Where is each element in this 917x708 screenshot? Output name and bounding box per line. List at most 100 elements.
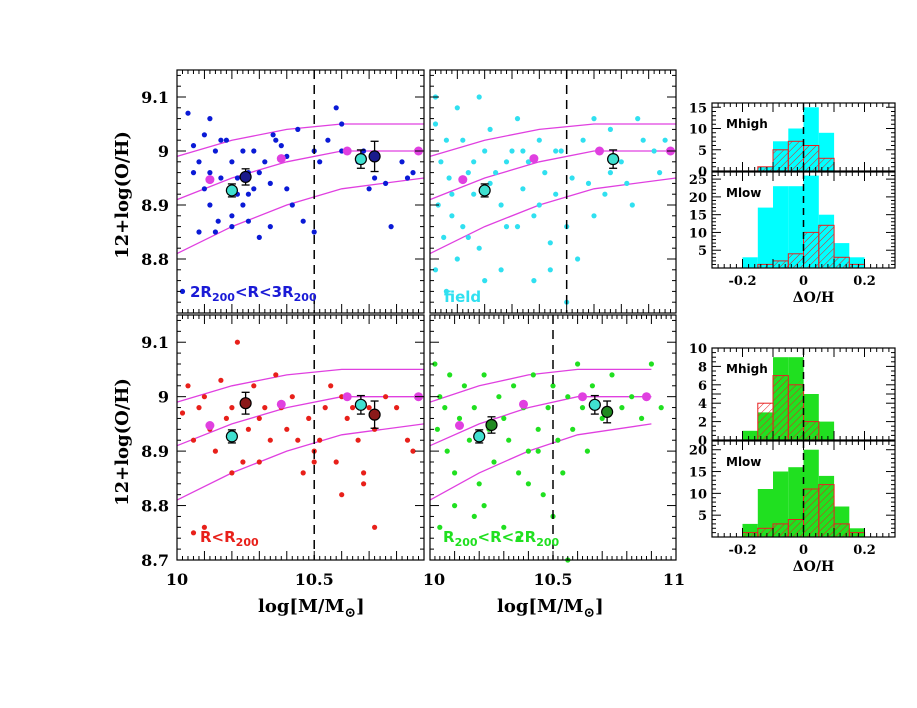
data-point (639, 415, 645, 421)
data-point (438, 159, 444, 165)
data-point (542, 170, 548, 176)
label-subscript: 200 (294, 291, 317, 304)
data-point (328, 383, 334, 389)
data-point (449, 191, 455, 197)
data-point (350, 405, 356, 411)
y-tick-label: 15 (689, 466, 707, 481)
data-point (388, 224, 394, 230)
label-text: 2R (190, 283, 212, 301)
data-point (550, 383, 556, 389)
data-point (229, 213, 235, 219)
data-point (432, 361, 438, 367)
data-point (201, 524, 207, 530)
data-point (372, 524, 378, 530)
y-tick-label: 8.8 (141, 250, 169, 269)
model-dot (342, 392, 352, 402)
data-point (471, 191, 477, 197)
data-point (658, 405, 664, 411)
data-point (651, 148, 657, 154)
mean-point (368, 408, 381, 421)
data-point (501, 524, 507, 530)
y-tick-label: 20 (689, 191, 707, 206)
hist-bar-filled (773, 186, 789, 268)
data-point (498, 202, 504, 208)
data-point (339, 492, 345, 498)
panel-label: R<R200 (200, 528, 259, 549)
data-point (325, 137, 331, 143)
x-tick-label: 10 (166, 570, 188, 589)
data-point (531, 213, 537, 219)
data-point (482, 148, 488, 154)
data-point (441, 234, 447, 240)
mean-point (225, 430, 238, 443)
data-point (535, 448, 541, 454)
data-point (262, 159, 268, 165)
hist-bar-hatched (803, 488, 820, 538)
data-point (449, 213, 455, 219)
data-point (311, 459, 317, 465)
data-point (575, 361, 581, 367)
data-point (410, 170, 416, 176)
y-tick-label: 6 (698, 379, 707, 394)
data-point (498, 267, 504, 273)
data-point (322, 405, 328, 411)
data-point (437, 394, 443, 400)
hist-bar-filled (773, 471, 789, 537)
data-point (525, 448, 532, 454)
data-point (531, 278, 537, 284)
label-subscript: 200 (212, 291, 235, 304)
model-curve-lower (429, 423, 652, 501)
data-point (333, 105, 339, 111)
data-point (229, 224, 235, 230)
data-point (589, 383, 596, 389)
label-text: <R<3R (235, 283, 294, 301)
data-point (355, 437, 361, 443)
data-point (317, 159, 323, 165)
hist-bar-hatched (772, 149, 789, 172)
model-curve-upper (429, 123, 676, 158)
data-point (618, 159, 624, 165)
data-point (212, 229, 218, 235)
hist-bar-hatched (818, 157, 835, 172)
panel-label: R200<R<2R200 (443, 528, 560, 549)
data-point (536, 137, 542, 143)
data-point (624, 180, 630, 186)
data-point (503, 159, 510, 165)
data-point (535, 426, 541, 432)
data-point (295, 126, 301, 132)
data-point (240, 459, 246, 465)
hist-bar-filled (818, 421, 835, 440)
data-point (240, 148, 246, 154)
x-tick-label: 0.2 (853, 543, 876, 558)
data-point (229, 159, 235, 165)
data-point (394, 405, 400, 411)
model-curve-middle (176, 396, 424, 447)
mean-point (588, 398, 601, 411)
y-tick-label: 2 (698, 416, 707, 431)
x-tick-label: 10.5 (534, 570, 573, 589)
data-point (284, 426, 290, 432)
data-point (432, 121, 439, 127)
data-point (461, 383, 467, 389)
model-dot (595, 146, 604, 156)
model-dot (529, 154, 539, 164)
data-point (289, 394, 295, 400)
hist-bar-hatched (848, 532, 866, 538)
y-tick-label: 9.1 (141, 88, 169, 107)
hist-bar-hatched (833, 256, 850, 269)
data-point (207, 116, 213, 122)
data-point (454, 256, 460, 262)
data-point (547, 240, 553, 246)
panel-bottom-left: R<R200 9.1 9 8.9 8.8 8.710 10.5 (141, 314, 425, 589)
data-point (366, 405, 372, 411)
data-point (558, 148, 564, 154)
model-dot (519, 399, 528, 409)
data-point (196, 159, 202, 165)
data-point (240, 202, 246, 208)
data-point (460, 137, 466, 143)
data-point (447, 372, 453, 378)
y-tick-label: 4 (698, 397, 707, 412)
panel-hist-top-2: Mlow 25 20 15 10 5 -0.2 0 0.2 ΔO/H (689, 171, 896, 306)
y-tick-label: 5 (698, 244, 707, 259)
mean-point (354, 398, 367, 411)
